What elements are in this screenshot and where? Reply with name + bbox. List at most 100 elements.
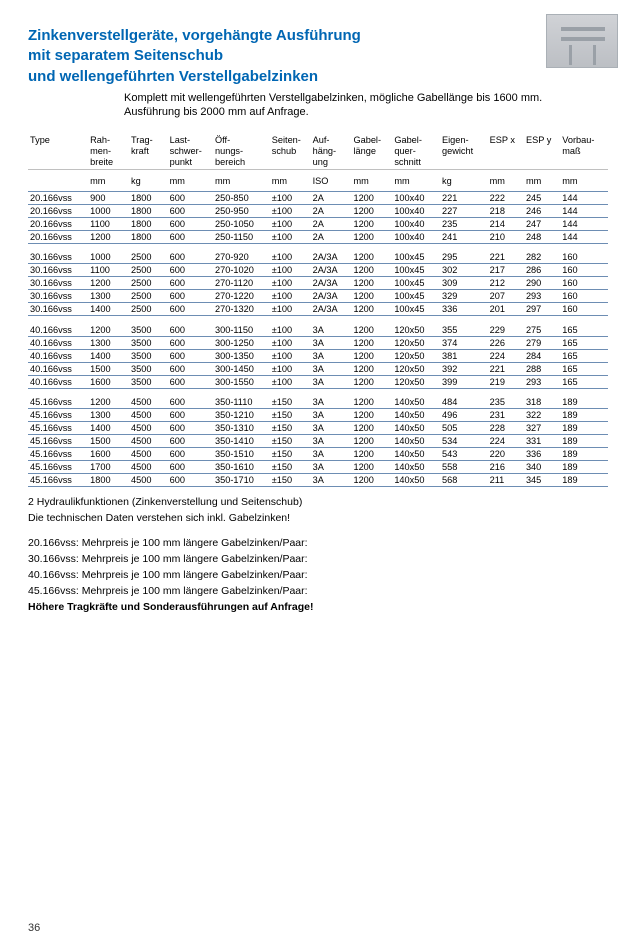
table-row: 30.166vss12002500600270-1120±1002A/3A120… [28,277,608,290]
table-cell: 3A [311,375,352,388]
table-cell: 1200 [88,396,129,409]
table-cell: 336 [440,303,488,316]
table-row: 40.166vss14003500600300-1350±1003A120012… [28,349,608,362]
table-cell: 189 [560,435,608,448]
table-cell: 2A/3A [311,303,352,316]
table-cell: ±100 [270,362,311,375]
table-cell: 140x50 [392,435,440,448]
table-cell: 340 [524,461,560,474]
table-cell: 4500 [129,409,168,422]
table-cell: 1400 [88,349,129,362]
table-row: 40.166vss12003500600300-1150±1003A120012… [28,324,608,337]
table-cell: 100x40 [392,191,440,204]
table-cell: 270-1320 [213,303,270,316]
table-cell: 45.166vss [28,422,88,435]
table-cell: 144 [560,217,608,230]
table-cell: 140x50 [392,474,440,487]
table-cell: 120x50 [392,362,440,375]
table-cell: 600 [168,375,213,388]
table-cell: 140x50 [392,422,440,435]
table-cell: 295 [440,251,488,264]
table-cell: 600 [168,290,213,303]
table-cell: 1000 [88,251,129,264]
table-cell: 45.166vss [28,474,88,487]
table-cell: 300-1350 [213,349,270,362]
table-cell: 100x45 [392,303,440,316]
table-unit-cell: kg [440,170,488,192]
table-cell: 355 [440,324,488,337]
table-cell: 2500 [129,290,168,303]
table-cell: 1600 [88,375,129,388]
table-cell: 221 [440,191,488,204]
table-cell: ±100 [270,277,311,290]
table-cell: 1100 [88,264,129,277]
table-cell: 600 [168,409,213,422]
table-cell: 288 [524,362,560,375]
table-cell: 600 [168,230,213,243]
table-cell: ±100 [270,290,311,303]
table-cell: 4500 [129,396,168,409]
table-cell: 1200 [351,251,392,264]
table-cell: 144 [560,191,608,204]
table-cell: 318 [524,396,560,409]
table-cell: 1800 [88,474,129,487]
table-cell: 100x45 [392,264,440,277]
table-cell: 3A [311,409,352,422]
table-cell: 600 [168,191,213,204]
table-cell: 189 [560,474,608,487]
table-group-gap [28,316,608,324]
table-cell: 20.166vss [28,217,88,230]
table-cell: 381 [440,349,488,362]
table-unit-cell: mm [560,170,608,192]
table-cell: 30.166vss [28,264,88,277]
table-cell: 1200 [88,277,129,290]
table-cell: 1800 [129,230,168,243]
table-cell: ±100 [270,324,311,337]
table-unit-cell: mm [270,170,311,192]
table-header-cell: Eigen-gewicht [440,133,488,169]
table-cell: 120x50 [392,336,440,349]
table-cell: 600 [168,461,213,474]
table-cell: 3500 [129,324,168,337]
table-cell: 1600 [88,448,129,461]
table-cell: 600 [168,474,213,487]
table-header-cell: ESP x [488,133,524,169]
table-cell: 165 [560,336,608,349]
table-cell: 1200 [351,362,392,375]
table-cell: 600 [168,336,213,349]
table-cell: 144 [560,204,608,217]
table-cell: 1300 [88,336,129,349]
table-cell: 224 [488,435,524,448]
table-cell: ±150 [270,448,311,461]
table-header-cell: Type [28,133,88,169]
table-cell: 293 [524,290,560,303]
table-cell: 20.166vss [28,204,88,217]
table-cell: 1700 [88,461,129,474]
table-cell: 399 [440,375,488,388]
table-cell: 229 [488,324,524,337]
table-cell: 165 [560,375,608,388]
table-header-cell: Vorbau-maß [560,133,608,169]
table-cell: 1200 [351,230,392,243]
table-cell: 392 [440,362,488,375]
table-cell: 270-1220 [213,290,270,303]
table-cell: 218 [488,204,524,217]
table-cell: 1200 [351,349,392,362]
table-row: 45.166vss17004500600350-1610±1503A120014… [28,461,608,474]
table-cell: 216 [488,461,524,474]
table-cell: 1400 [88,303,129,316]
table-cell: 45.166vss [28,461,88,474]
note-line: 30.166vss: Mehrpreis je 100 mm längere G… [28,552,610,566]
table-cell: 250-1050 [213,217,270,230]
table-cell: 3A [311,362,352,375]
table-cell: 350-1410 [213,435,270,448]
table-cell: ±150 [270,435,311,448]
table-cell: 40.166vss [28,362,88,375]
table-cell: 3A [311,461,352,474]
table-cell: 600 [168,277,213,290]
table-cell: 1200 [351,375,392,388]
table-cell: 600 [168,251,213,264]
table-cell: 30.166vss [28,277,88,290]
table-cell: 160 [560,264,608,277]
table-cell: 3A [311,336,352,349]
